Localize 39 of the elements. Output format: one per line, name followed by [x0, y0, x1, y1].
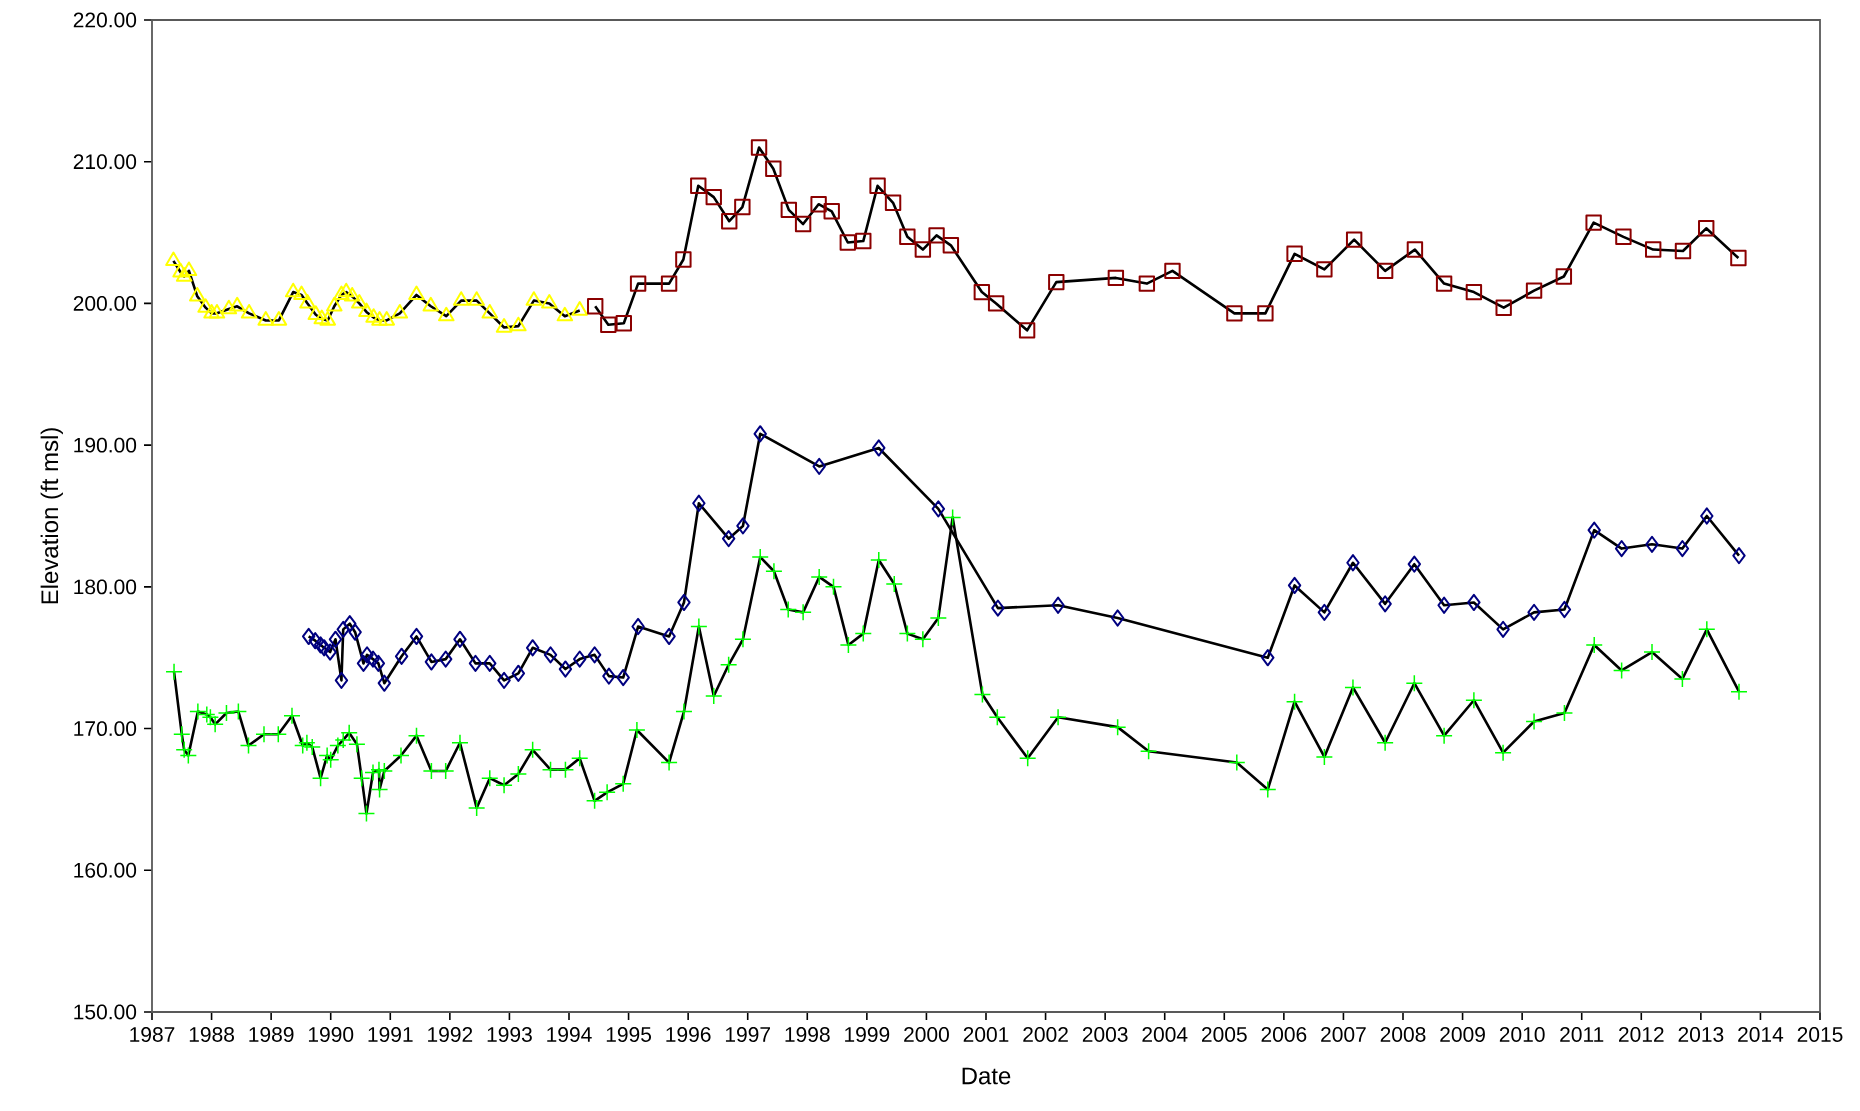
x-axis-title: Date [962, 1067, 1011, 1085]
x-tick-label: 2012 [1619, 1027, 1664, 1042]
x-tick-label: 2015 [1797, 1027, 1843, 1042]
y-tick-label: 180.00 [74, 579, 137, 595]
x-tick-label: 1996 [666, 1027, 711, 1042]
x-tick-label: 1991 [368, 1027, 413, 1042]
x-tick-label: 1990 [308, 1027, 354, 1042]
x-tick-label: 1995 [606, 1027, 652, 1042]
x-tick-label: 1994 [547, 1027, 592, 1042]
x-tick-label: 1999 [845, 1027, 890, 1042]
x-tick-label: 2004 [1142, 1027, 1188, 1042]
x-tick-label: 2006 [1261, 1027, 1307, 1042]
x-tick-label: 1989 [249, 1027, 294, 1042]
y-tick-label: 170.00 [74, 721, 137, 737]
x-tick-label: 2013 [1678, 1027, 1724, 1042]
x-tick-label: 2010 [1499, 1027, 1545, 1042]
x-tick-label: 2005 [1202, 1027, 1247, 1042]
y-tick-label: 210.00 [73, 154, 137, 170]
x-tick-label: 2003 [1082, 1027, 1128, 1042]
y-tick-label: 190.00 [74, 437, 137, 453]
x-tick-label: 2009 [1440, 1027, 1485, 1042]
y-axis-title: Elevation (ft msl) [40, 428, 63, 604]
y-tick-label: 150.00 [74, 1004, 137, 1020]
x-tick-label: 1998 [785, 1027, 830, 1042]
x-tick-label: 1987 [130, 1027, 175, 1042]
x-tick-label: 2007 [1321, 1027, 1366, 1042]
x-tick-label: 2014 [1738, 1027, 1784, 1042]
x-tick-label: 2008 [1380, 1027, 1426, 1042]
y-tick-label: 220.00 [73, 12, 137, 28]
x-tick-label: 2001 [963, 1027, 1009, 1042]
x-tick-label: 1988 [189, 1027, 234, 1042]
y-tick-label: 160.00 [74, 862, 137, 878]
x-tick-label: 2011 [1560, 1027, 1604, 1042]
y-tick-label: 200.00 [73, 296, 137, 311]
x-tick-label: 2000 [904, 1027, 949, 1042]
x-tick-label: 1997 [725, 1027, 770, 1042]
x-tick-label: 1993 [487, 1027, 532, 1042]
x-tick-label: 1992 [428, 1027, 473, 1042]
x-tick-label: 2002 [1023, 1027, 1068, 1042]
